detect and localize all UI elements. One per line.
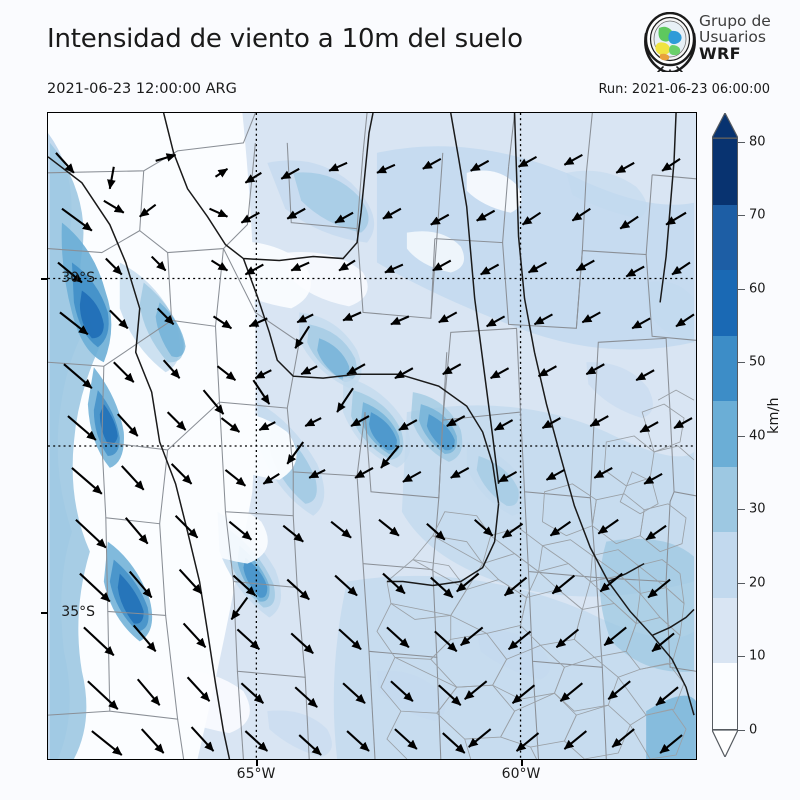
y-axis-label-35s: 35°S: [61, 604, 95, 620]
colorbar[interactable]: [712, 138, 738, 730]
colorbar-tick-mark: [738, 362, 745, 364]
logo-text: Grupo de Usuarios WRF: [699, 12, 771, 63]
colorbar-band: [713, 139, 737, 205]
wind-vectors-layer: [55, 152, 695, 756]
colorbar-max-extend-arrow: [712, 113, 738, 138]
logo-line-3: WRF: [699, 43, 741, 63]
colorbar-tick-label: 30: [749, 501, 766, 517]
map-plot-area[interactable]: [47, 112, 697, 760]
colorbar-band: [713, 663, 737, 729]
globe-emblem-icon: [644, 12, 696, 72]
colorbar-tick-mark: [738, 142, 745, 144]
x-tick-65w: [256, 760, 258, 766]
colorbar-tick-mark: [738, 289, 745, 291]
wrf-user-group-logo: Grupo de Usuarios WRF: [641, 12, 791, 74]
wind-field-map: [48, 113, 696, 759]
colorbar-tick-label: 60: [749, 281, 766, 297]
colorbar-band: [713, 597, 737, 664]
colorbar-band: [713, 532, 737, 598]
gridlines-layer: [48, 113, 696, 759]
colorbar-band: [713, 270, 737, 336]
x-tick-60w: [521, 760, 523, 766]
colorbar-tick-mark: [738, 509, 745, 511]
valid-time-label: 2021-06-23 12:00:00 ARG: [47, 81, 237, 97]
logo-line-1: Grupo de: [699, 12, 771, 30]
colorbar-tick-mark: [738, 436, 745, 438]
x-axis-label-65w: 65°W: [236, 766, 276, 782]
colorbar-tick-mark: [738, 583, 745, 585]
colorbar-tick-label: 20: [749, 575, 766, 591]
colorbar-tick-label: 50: [749, 354, 766, 370]
y-tick-30s: [41, 278, 47, 280]
colorbar-unit-label: km/h: [766, 397, 782, 434]
colorbar-band: [713, 466, 737, 533]
colorbar-tick-mark: [738, 656, 745, 658]
colorbar-tick-label: 10: [749, 648, 766, 664]
contour-fill-layer: [48, 113, 696, 759]
colorbar-tick-label: 0: [749, 722, 758, 738]
colorbar-tick-label: 80: [749, 134, 766, 150]
colorbar-tick-mark: [738, 215, 745, 217]
colorbar-tick-label: 70: [749, 207, 766, 223]
x-axis-label-60w: 60°W: [501, 766, 541, 782]
colorbar-min-extend-arrow: [712, 730, 738, 757]
colorbar-band: [713, 204, 737, 271]
colorbar-band: [713, 401, 737, 467]
y-axis-label-30s: 30°S: [61, 270, 95, 286]
page-title: Intensidad de viento a 10m del suelo: [47, 24, 523, 54]
y-tick-35s: [41, 612, 47, 614]
colorbar-tick-mark: [738, 730, 745, 732]
logo-line-2: Usuarios: [699, 27, 766, 46]
colorbar-band: [713, 335, 737, 402]
model-run-label: Run: 2021-06-23 06:00:00: [598, 82, 770, 97]
colorbar-tick-label: 40: [749, 428, 766, 444]
